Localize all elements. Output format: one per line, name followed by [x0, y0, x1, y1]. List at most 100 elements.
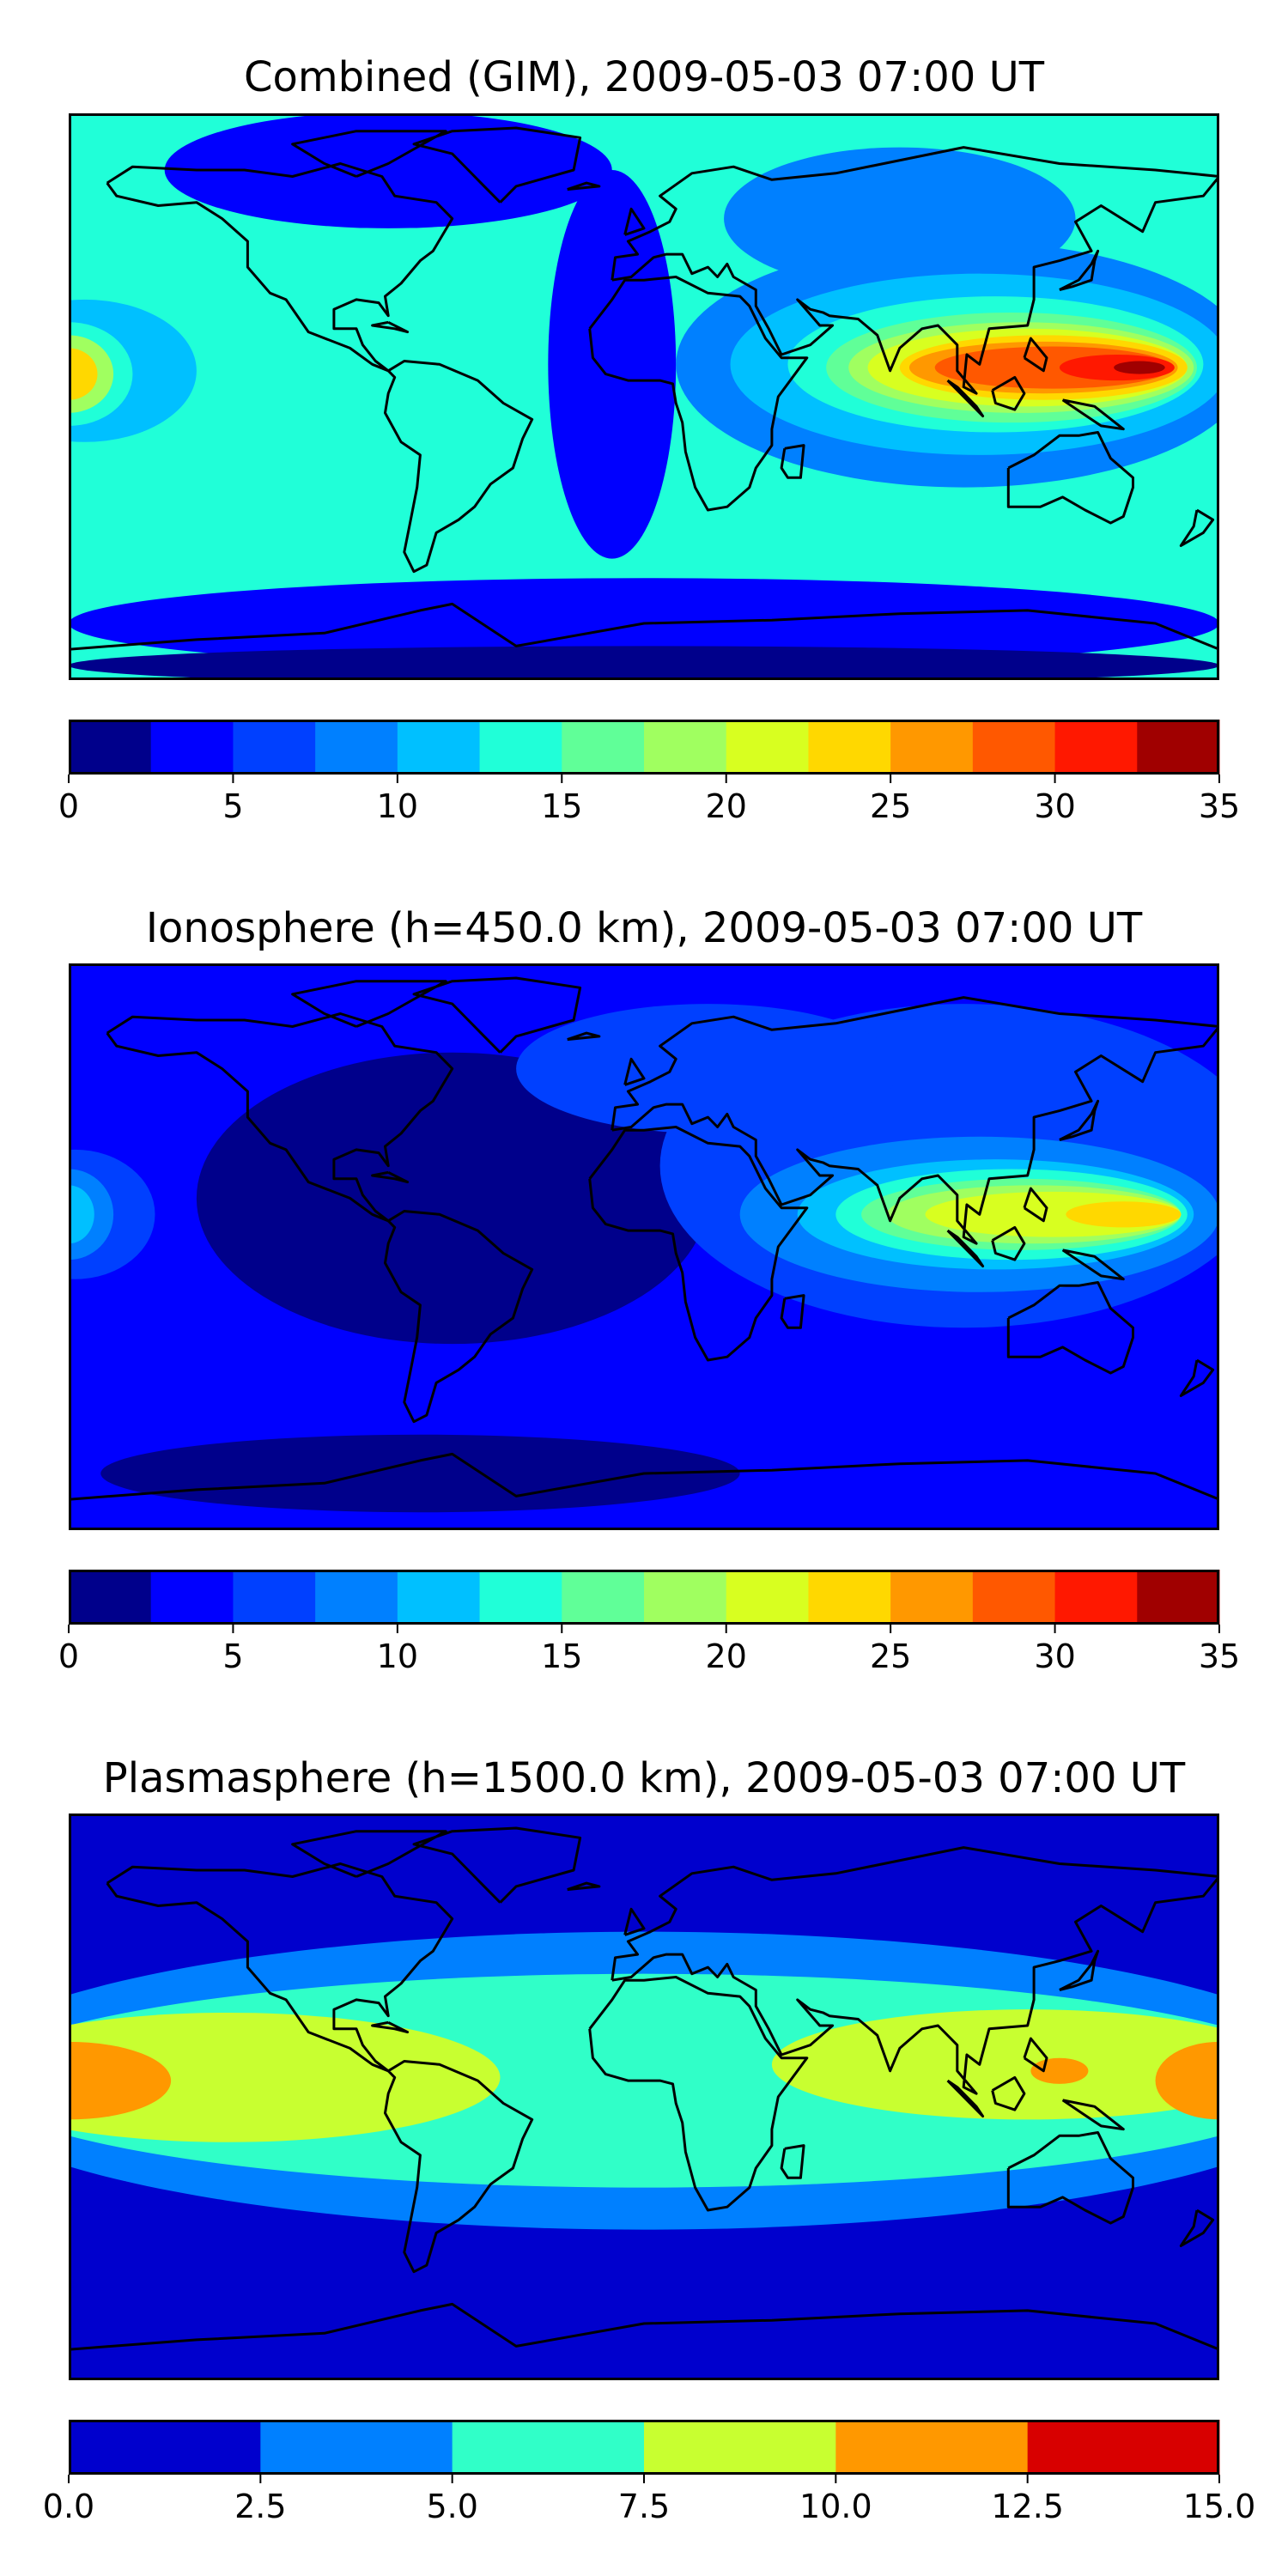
- coastline-12: [780, 444, 805, 479]
- colorbar-tick-label: 30: [1034, 1637, 1075, 1675]
- colorbar-frame: [69, 720, 1219, 775]
- coastline-9: [946, 2079, 985, 2118]
- colorbar-swatch-7: [644, 1570, 727, 1625]
- coastline-5: [1006, 431, 1134, 525]
- coastline-15: [1179, 2208, 1215, 2247]
- coastline-12: [780, 2144, 805, 2179]
- colorbar-swatch-6: [562, 720, 645, 775]
- colorbar-swatch-9: [808, 720, 891, 775]
- coastline-15: [1179, 1358, 1215, 1397]
- coastline-13: [371, 320, 410, 334]
- colorbar-tick-label: 10: [377, 1637, 418, 1675]
- coastline-17: [291, 130, 447, 178]
- colorbar-tick-label: 10: [377, 787, 418, 825]
- colorbar-swatch-5: [1027, 2420, 1220, 2475]
- colorbar-swatch-5: [479, 720, 562, 775]
- coastline-9: [946, 1229, 985, 1268]
- colorbar-swatch-11: [972, 720, 1056, 775]
- coastline-15: [1179, 508, 1215, 547]
- colorbar-swatch-12: [1054, 1570, 1138, 1625]
- contour-region-2: [69, 2012, 501, 2142]
- colorbar-swatch-3: [644, 2420, 836, 2475]
- colorbar-tick-label: 20: [706, 787, 747, 825]
- colorbar-tick-label: 25: [870, 787, 911, 825]
- coastline-17: [291, 1830, 447, 1878]
- panel-3-title: Plasmasphere (h=1500.0 km), 2009-05-03 0…: [102, 1754, 1186, 1802]
- colorbar-tick-label: 30: [1034, 787, 1075, 825]
- panel-3-colorbar: 0.0 2.5 5.0 7.5 10.0 12.5 15.0: [43, 2420, 1255, 2525]
- colorbar-swatch-13: [1137, 1570, 1220, 1625]
- colorbar-swatch-2: [452, 2420, 645, 2475]
- contour-region-3: [69, 646, 1219, 680]
- colorbar-frame: [69, 1570, 1219, 1625]
- colorbar-swatch-0: [69, 1570, 152, 1625]
- colorbar-tick-label: 0: [58, 787, 79, 825]
- coastline-8: [1059, 1099, 1100, 1141]
- coastline-13: [371, 2020, 410, 2034]
- colorbar-tick-label: 5: [222, 787, 243, 825]
- coastline-6: [69, 602, 1219, 651]
- coastline-7: [623, 207, 646, 236]
- coastline-14: [1023, 2037, 1048, 2073]
- colorbar-swatch-1: [150, 720, 234, 775]
- colorbar-swatch-1: [260, 2420, 453, 2475]
- coastline-8: [1059, 1949, 1100, 1991]
- coastline-1: [384, 2060, 534, 2274]
- coastline-2: [412, 126, 582, 204]
- colorbar-swatch-3: [315, 1570, 398, 1625]
- coastline-5: [1006, 2131, 1134, 2225]
- contour-region-15: [1114, 361, 1165, 374]
- coastline-16: [567, 1881, 601, 1892]
- colorbar-swatch-2: [233, 1570, 316, 1625]
- coastline-10: [991, 2075, 1026, 2111]
- colorbar-tick-label: 0: [58, 1637, 79, 1675]
- coastline-16: [567, 1031, 601, 1042]
- coastline-13: [371, 1170, 410, 1184]
- colorbar-swatch-4: [397, 1570, 481, 1625]
- contour-region-0: [196, 1052, 708, 1345]
- coastline-1: [384, 360, 534, 574]
- contour-region-1: [100, 1434, 740, 1513]
- colorbar-tick-label: 15.0: [1183, 2488, 1256, 2525]
- colorbar-tick-label: 7.5: [618, 2488, 670, 2525]
- contour-region-6: [1030, 2057, 1089, 2084]
- colorbar-swatch-4: [397, 720, 481, 775]
- contour-region-0: [164, 113, 612, 228]
- colorbar-swatch-10: [890, 720, 974, 775]
- coastline-11: [1061, 2099, 1125, 2131]
- colorbar-frame: [69, 2420, 1219, 2475]
- coastline-9: [946, 379, 985, 418]
- contour-region-3: [771, 2009, 1219, 2120]
- colorbar-swatch-3: [315, 720, 398, 775]
- contour-region-4: [69, 2041, 172, 2120]
- panel-1-colorbar: 0 5 10 15 20 25 30 35: [58, 720, 1240, 825]
- coastline-12: [780, 1294, 805, 1329]
- colorbar-tick-label: 15: [541, 787, 582, 825]
- panel-2-title: Ionosphere (h=450.0 km), 2009-05-03 07:0…: [145, 904, 1143, 952]
- map-frame: [69, 113, 1219, 680]
- colorbar-swatch-7: [644, 720, 727, 775]
- coastline-14: [1023, 337, 1048, 373]
- map-frame: [69, 963, 1219, 1530]
- coastline-11: [1061, 1249, 1125, 1281]
- colorbar-tick-label: 10.0: [799, 2488, 872, 2525]
- colorbar-tick-label: 5.0: [426, 2488, 477, 2525]
- colorbar-swatch-0: [69, 2420, 261, 2475]
- colorbar-tick-label: 2.5: [234, 2488, 286, 2525]
- colorbar-tick-label: 35: [1199, 787, 1240, 825]
- colorbar-tick-label: 12.5: [991, 2488, 1064, 2525]
- panel-1-map: [69, 113, 1219, 680]
- coastline-3: [588, 1126, 809, 1362]
- colorbar-swatch-13: [1137, 720, 1220, 775]
- map-frame: [69, 1814, 1219, 2380]
- contour-region-12: [69, 1185, 94, 1244]
- panel-3-map: [69, 1814, 1219, 2380]
- contour-region-9: [1066, 1201, 1182, 1228]
- coastline-2: [412, 976, 582, 1054]
- panel-2-map: [69, 963, 1219, 1530]
- contour-region-13: [516, 1004, 900, 1133]
- colorbar-swatch-12: [1054, 720, 1138, 775]
- colorbar-tick-label: 25: [870, 1637, 911, 1675]
- colorbar-tick-label: 20: [706, 1637, 747, 1675]
- colorbar-swatch-9: [808, 1570, 891, 1625]
